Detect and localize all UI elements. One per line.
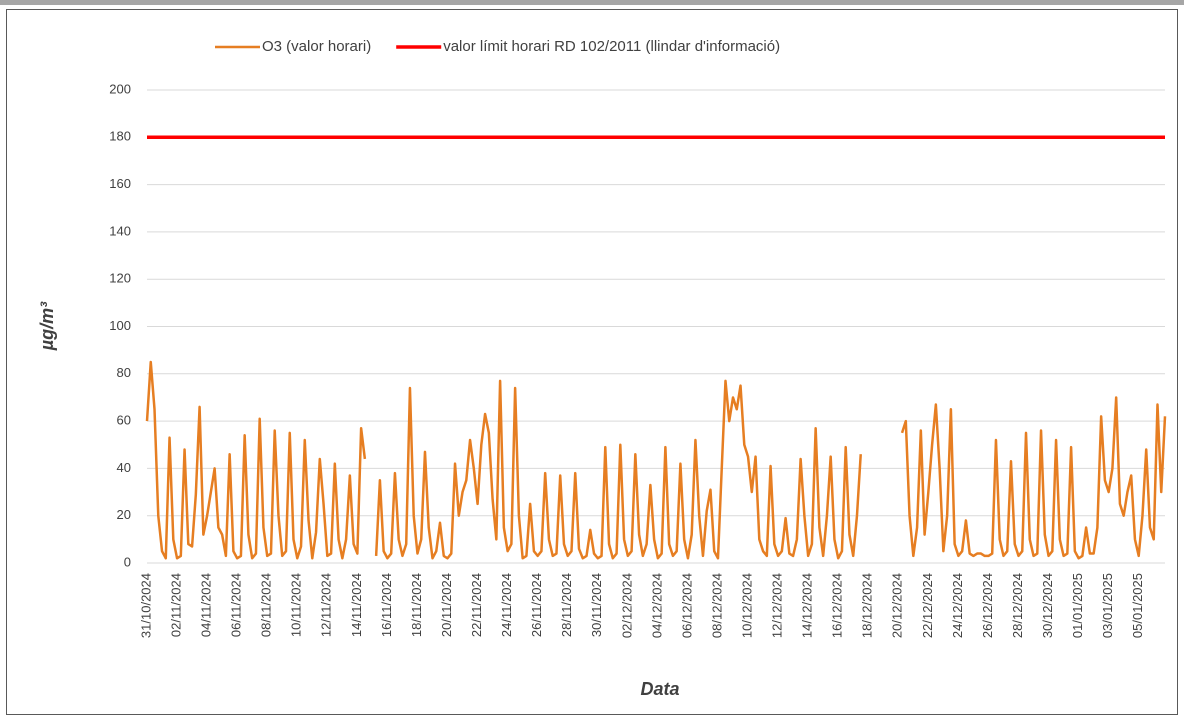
x-tick-label: 22/11/2024 [469,573,484,637]
y-tick-label: 60 [117,413,131,428]
x-tick-label: 02/11/2024 [168,573,183,637]
x-tick-label: 04/11/2024 [199,573,214,637]
x-tick-label: 28/11/2024 [559,573,574,637]
top-bar [0,0,1184,5]
x-tick-label: 10/11/2024 [289,573,304,637]
y-tick-label: 100 [109,318,131,333]
x-tick-label: 14/12/2024 [800,573,815,638]
legend-label: valor límit horari RD 102/2011 (llindar … [443,38,780,55]
x-tick-label: 20/11/2024 [439,573,454,637]
x-tick-label: 14/11/2024 [349,573,364,637]
x-tick-label: 18/11/2024 [409,573,424,637]
x-tick-label: 05/01/2025 [1130,573,1145,638]
x-tick-label: 03/01/2025 [1100,573,1115,638]
x-axis-label: Data [640,679,679,699]
x-tick-label: 12/11/2024 [319,573,334,637]
x-tick-label: 04/12/2024 [649,573,664,638]
x-tick-label: 18/12/2024 [860,573,875,638]
x-tick-label: 06/12/2024 [679,573,694,638]
x-tick-label: 28/12/2024 [1010,573,1025,638]
y-tick-label: 40 [117,460,131,475]
x-tick-label: 24/12/2024 [950,573,965,638]
x-tick-label: 06/11/2024 [229,573,244,637]
x-tick-label: 31/10/2024 [138,573,153,638]
x-tick-label: 30/12/2024 [1040,573,1055,638]
y-axis-label: µg/m³ [37,301,57,351]
x-tick-label: 22/12/2024 [920,573,935,638]
chart-frame [6,9,1178,715]
x-tick-label: 02/12/2024 [619,573,634,638]
x-tick-label: 24/11/2024 [499,573,514,637]
x-tick-label: 20/12/2024 [890,573,905,638]
x-tick-label: 08/12/2024 [709,573,724,638]
x-tick-label: 12/12/2024 [770,573,785,638]
y-tick-label: 200 [109,81,131,96]
y-tick-label: 180 [109,129,131,144]
series-line [145,360,1167,560]
x-tick-label: 26/11/2024 [529,573,544,637]
x-tick-label: 30/11/2024 [589,573,604,637]
y-tick-label: 0 [124,554,131,569]
x-tick-label: 08/11/2024 [259,573,274,637]
x-tick-label: 01/01/2025 [1070,573,1085,638]
x-tick-label: 16/12/2024 [830,573,845,638]
y-tick-label: 20 [117,507,131,522]
y-tick-label: 80 [117,365,131,380]
legend-label: O3 (valor horari) [262,38,371,55]
y-tick-label: 140 [109,223,131,238]
y-tick-label: 160 [109,176,131,191]
x-tick-label: 10/12/2024 [739,573,754,638]
x-tick-label: 16/11/2024 [379,573,394,637]
y-tick-label: 120 [109,271,131,286]
x-tick-label: 26/12/2024 [980,573,995,638]
